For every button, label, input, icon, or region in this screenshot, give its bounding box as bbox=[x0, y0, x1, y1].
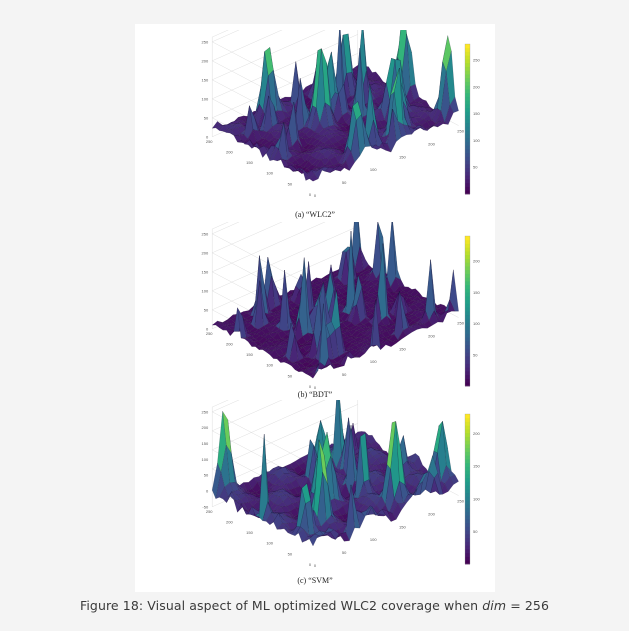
z-tick-label: 50 bbox=[204, 115, 209, 120]
subfigure-label-bdt: (b) “BDT” bbox=[297, 390, 333, 399]
caption-prefix: Figure 18: Visual aspect of ML optimized… bbox=[79, 598, 483, 613]
x-tick-label: 0 bbox=[314, 193, 317, 198]
figure-panel: 0 50 100 150 200 250 0 50 100 150 200 250 0 50 100 150 2… bbox=[135, 24, 495, 592]
caption-variable: dim bbox=[482, 598, 507, 613]
colorbar-tick-label: 50 bbox=[473, 529, 478, 534]
x-tick-label: 150 bbox=[399, 346, 406, 351]
z-tick-label: 0 bbox=[206, 488, 209, 493]
z-tick-label: 50 bbox=[204, 307, 209, 312]
subfigure-bdt: 0 50 100 150 200 250 0 50 100 150 200 250 0 50 100 150 2… bbox=[135, 222, 495, 402]
caption-suffix: = 256 bbox=[506, 598, 550, 613]
colorbar bbox=[464, 235, 471, 387]
y-tick-label: 0 bbox=[309, 192, 312, 197]
z-tick-label: 0 bbox=[206, 326, 209, 331]
z-tick-label: 150 bbox=[202, 269, 209, 274]
z-tick-label: -50 bbox=[202, 504, 209, 509]
surface-plot-svm: -50 0 50 100 150 200 250 0 50 100 150 200 250 0 50 100 1… bbox=[202, 400, 480, 568]
z-tick-label: 50 bbox=[204, 473, 209, 478]
colorbar-tick-label: 200 bbox=[473, 84, 480, 89]
subfigure-label-svm: (c) “SVM” bbox=[297, 576, 333, 585]
colorbar-tick-label: 50 bbox=[473, 165, 478, 170]
x-tick-label: 100 bbox=[370, 537, 377, 542]
x-tick-label: 100 bbox=[370, 167, 377, 172]
colorbar-tick-label: 50 bbox=[473, 352, 478, 357]
z-tick-label: 100 bbox=[202, 457, 209, 462]
surface-mesh bbox=[211, 30, 459, 182]
y-tick-label: 50 bbox=[288, 373, 293, 378]
subfigure-label-wlc2: (a) “WLC2” bbox=[295, 210, 335, 219]
y-tick-label: 150 bbox=[246, 160, 253, 165]
x-tick-label: 200 bbox=[428, 141, 435, 146]
colorbar bbox=[464, 43, 471, 195]
figure-caption: Figure 18: Visual aspect of ML optimized… bbox=[0, 598, 629, 613]
x-tick-label: 100 bbox=[370, 359, 377, 364]
y-tick-label: 150 bbox=[246, 352, 253, 357]
z-tick-label: 250 bbox=[202, 409, 209, 414]
colorbar-tick-label: 100 bbox=[473, 138, 480, 143]
colorbar-tick-label: 150 bbox=[473, 464, 480, 469]
x-tick-label: 150 bbox=[399, 154, 406, 159]
colorbar-tick-label: 100 bbox=[473, 321, 480, 326]
surface-mesh bbox=[211, 222, 459, 379]
colorbar-tick-label: 200 bbox=[473, 431, 480, 436]
y-tick-label: 100 bbox=[266, 541, 273, 546]
y-tick-label: 0 bbox=[309, 384, 312, 389]
z-tick-label: 150 bbox=[202, 77, 209, 82]
z-tick-label: 100 bbox=[202, 96, 209, 101]
colorbar-tick-label: 150 bbox=[473, 290, 480, 295]
y-tick-label: 250 bbox=[206, 331, 213, 336]
z-tick-label: 250 bbox=[202, 39, 209, 44]
y-tick-label: 50 bbox=[288, 551, 293, 556]
z-tick-label: 250 bbox=[202, 231, 209, 236]
z-tick-label: 150 bbox=[202, 441, 209, 446]
x-tick-label: 0 bbox=[314, 563, 317, 568]
y-tick-label: 0 bbox=[309, 562, 312, 567]
y-tick-label: 100 bbox=[266, 171, 273, 176]
surface-mesh bbox=[212, 400, 459, 547]
x-tick-label: 250 bbox=[457, 321, 464, 326]
x-tick-label: 50 bbox=[342, 372, 347, 377]
colorbar-tick-label: 150 bbox=[473, 111, 480, 116]
x-tick-label: 200 bbox=[428, 511, 435, 516]
colorbar bbox=[464, 413, 471, 565]
surface-plot-wlc2: 0501001502002500501001502002500501001502… bbox=[202, 30, 480, 198]
y-tick-label: 100 bbox=[266, 363, 273, 368]
y-tick-label: 150 bbox=[246, 530, 253, 535]
subfigure-svm: -50 0 50 100 150 200 250 0 50 100 150 200 250 0 50 100 1… bbox=[135, 400, 495, 580]
z-tick-label: 200 bbox=[202, 425, 209, 430]
y-tick-label: 250 bbox=[206, 509, 213, 514]
x-tick-label: 50 bbox=[342, 180, 347, 185]
y-tick-label: 200 bbox=[226, 519, 233, 524]
subfigure-wlc2: 0 50 100 150 200 250 0 50 100 150 200 250 0 50 100 150 2… bbox=[135, 30, 495, 210]
z-tick-label: 0 bbox=[206, 134, 209, 139]
y-tick-label: 200 bbox=[226, 341, 233, 346]
colorbar-tick-label: 100 bbox=[473, 496, 480, 501]
z-tick-label: 100 bbox=[202, 288, 209, 293]
colorbar-tick-label: 250 bbox=[473, 58, 480, 63]
x-tick-label: 50 bbox=[342, 550, 347, 555]
y-tick-label: 200 bbox=[226, 149, 233, 154]
x-tick-label: 150 bbox=[399, 524, 406, 529]
z-tick-label: 200 bbox=[202, 250, 209, 255]
surface-plot-bdt: 0501001502002500501001502002500501001502… bbox=[202, 222, 480, 390]
x-tick-label: 250 bbox=[457, 129, 464, 134]
y-tick-label: 50 bbox=[288, 181, 293, 186]
x-tick-label: 0 bbox=[314, 385, 317, 390]
x-tick-label: 200 bbox=[428, 333, 435, 338]
z-tick-label: 200 bbox=[202, 58, 209, 63]
colorbar-tick-label: 200 bbox=[473, 259, 480, 264]
y-tick-label: 250 bbox=[206, 139, 213, 144]
x-tick-label: 250 bbox=[457, 499, 464, 504]
